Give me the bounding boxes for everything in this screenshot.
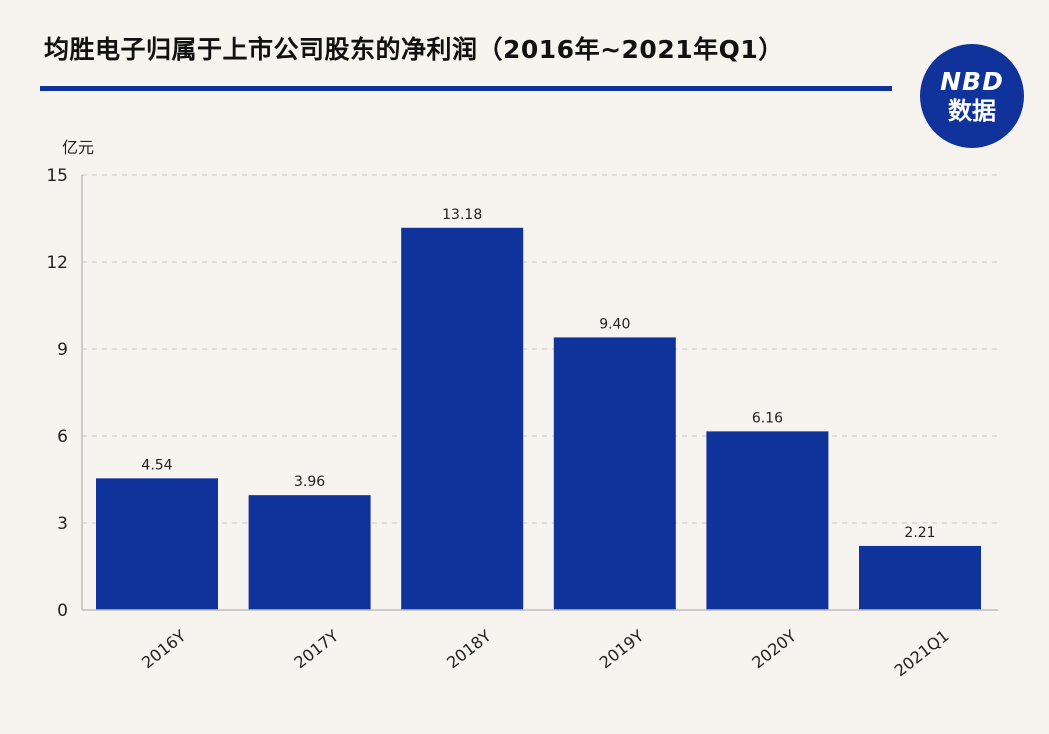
bar	[859, 545, 981, 610]
data-label: 4.54	[141, 457, 172, 473]
bar	[96, 478, 218, 610]
y-tick-label: 15	[46, 166, 68, 186]
logo-line1: NBD	[940, 67, 1004, 97]
data-label: 6.16	[752, 410, 783, 426]
y-tick-label: 12	[46, 253, 68, 273]
bar	[248, 495, 371, 610]
data-label: 2.21	[904, 525, 935, 541]
y-tick-label: 0	[57, 601, 68, 621]
nbd-logo: NBD 数据	[920, 44, 1024, 148]
data-label: 3.96	[294, 474, 325, 490]
y-tick-label: 6	[57, 427, 68, 447]
y-tick-label: 3	[57, 514, 68, 534]
x-tick-label: 2019Y	[596, 626, 648, 672]
data-label: 13.18	[442, 207, 482, 223]
x-tick-label: 2021Q1	[891, 626, 953, 680]
data-label: 9.40	[599, 316, 630, 332]
title-underline	[40, 86, 892, 91]
x-tick-label: 2018Y	[443, 626, 495, 672]
chart-title: 均胜电子归属于上市公司股东的净利润（2016年~2021年Q1）	[44, 35, 784, 64]
y-tick-label: 9	[57, 340, 68, 360]
bar	[553, 337, 676, 610]
bar	[706, 431, 829, 610]
bar	[401, 227, 524, 610]
x-tick-label: 2017Y	[291, 626, 343, 672]
y-axis-unit: 亿元	[62, 138, 95, 157]
x-tick-label: 2020Y	[748, 626, 800, 672]
x-tick-label: 2016Y	[138, 626, 190, 672]
logo-line2: 数据	[948, 96, 996, 125]
